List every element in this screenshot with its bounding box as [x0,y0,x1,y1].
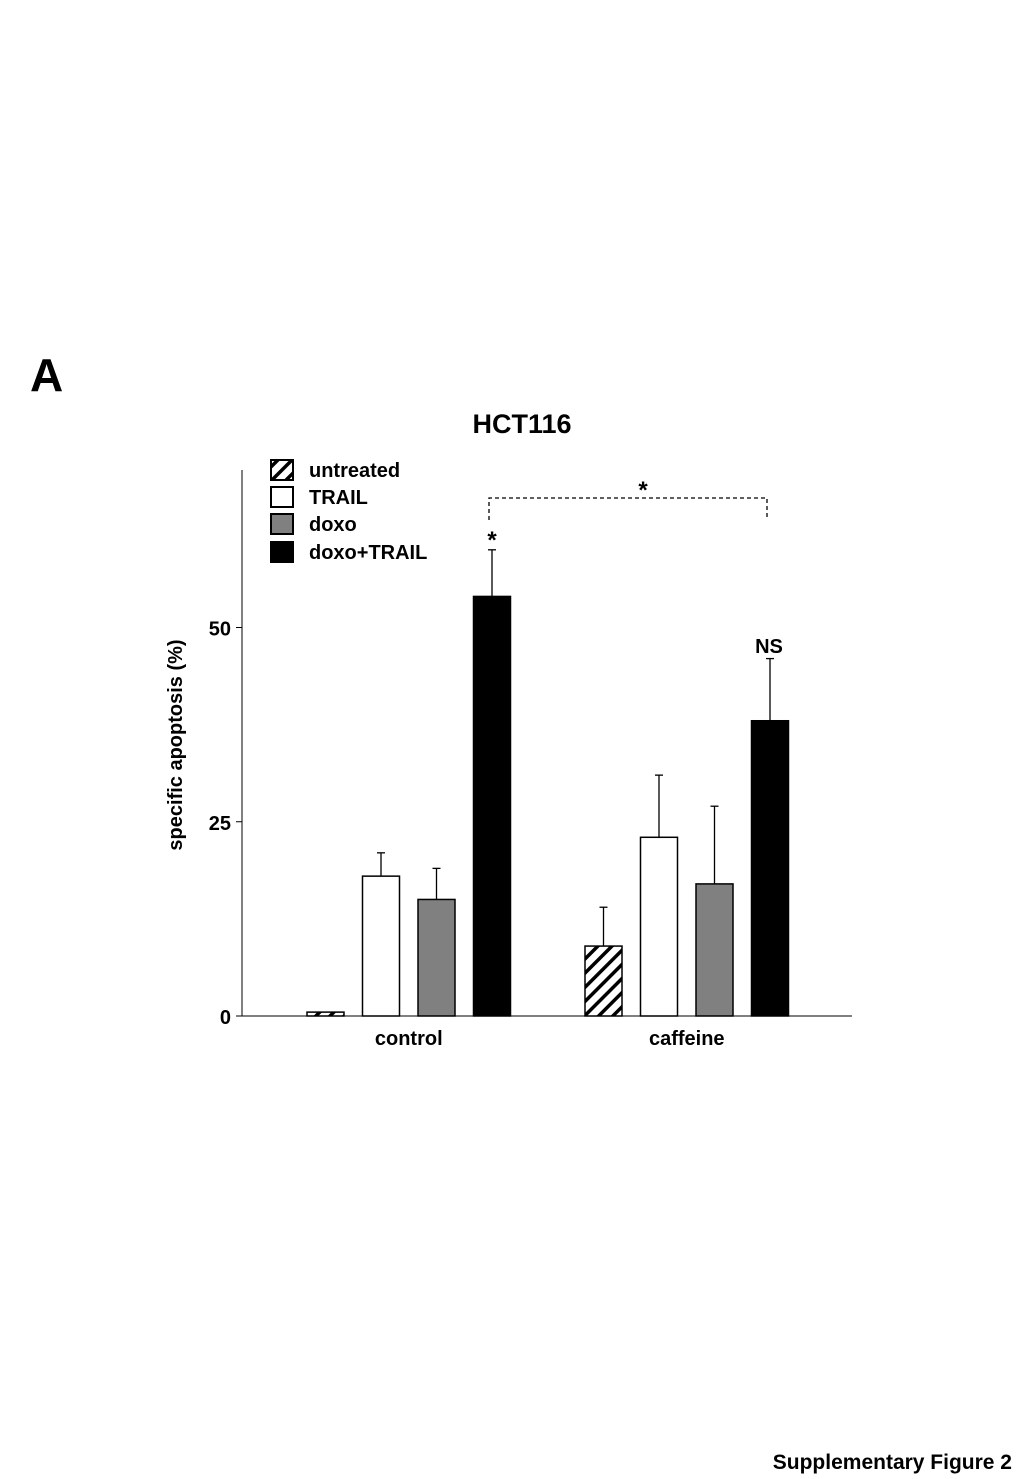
control-asterisk: * [487,527,497,554]
x-tick-labels: control caffeine [375,1028,725,1050]
error-bar-caffeine-doxo [710,805,719,884]
bracket-asterisk: * [638,477,648,504]
legend-label-untreated: untreated [309,460,400,482]
chart-title: HCT116 [472,409,571,439]
legend-label-doxo-trail: doxo+TRAIL [309,542,427,564]
legend-swatch-doxo-trail [270,541,294,563]
bar-control-doxo-trail [472,595,512,1017]
legend-swatch-trail [270,486,294,508]
legend-swatch-doxo [270,513,294,535]
y-ticks: 0 25 50 [209,619,242,1029]
error-bars [377,549,774,947]
legend-swatch-untreated [270,459,294,481]
comparison-bracket: * [488,477,768,520]
legend: untreated TRAIL doxo doxo+TRAIL [270,459,427,564]
y-axis-label: specific apoptosis (%) [165,639,187,850]
y-tick-label-50: 50 [209,619,231,641]
ns-label: NS [755,636,783,658]
bars [306,595,790,1017]
legend-label-doxo: doxo [309,514,357,536]
legend-label-trail: TRAIL [309,487,368,509]
bar-caffeine-untreated [584,945,623,1017]
bar-caffeine-doxo [695,883,734,1017]
bar-caffeine-trail [639,836,679,1017]
error-bar-caffeine-untreated [599,906,608,947]
error-bar-control-doxo [432,867,441,900]
bar-control-untreated [306,1011,345,1017]
x-tick-label-control: control [375,1028,443,1050]
error-bar-caffeine-trail [655,774,663,838]
bar-control-doxo [417,898,456,1017]
error-bar-control-doxo-trail [488,549,496,597]
error-bar-control-trail [377,852,385,877]
bar-caffeine-doxo-trail [750,719,790,1017]
figure-footer: Supplementary Figure 2 [772,1451,1012,1474]
y-tick-label-25: 25 [209,813,231,835]
error-bar-caffeine-doxo-trail [766,657,774,721]
bar-control-trail [361,875,401,1017]
x-tick-label-caffeine: caffeine [649,1028,725,1050]
y-tick-label-0: 0 [220,1007,231,1029]
panel-label: A [30,349,64,401]
